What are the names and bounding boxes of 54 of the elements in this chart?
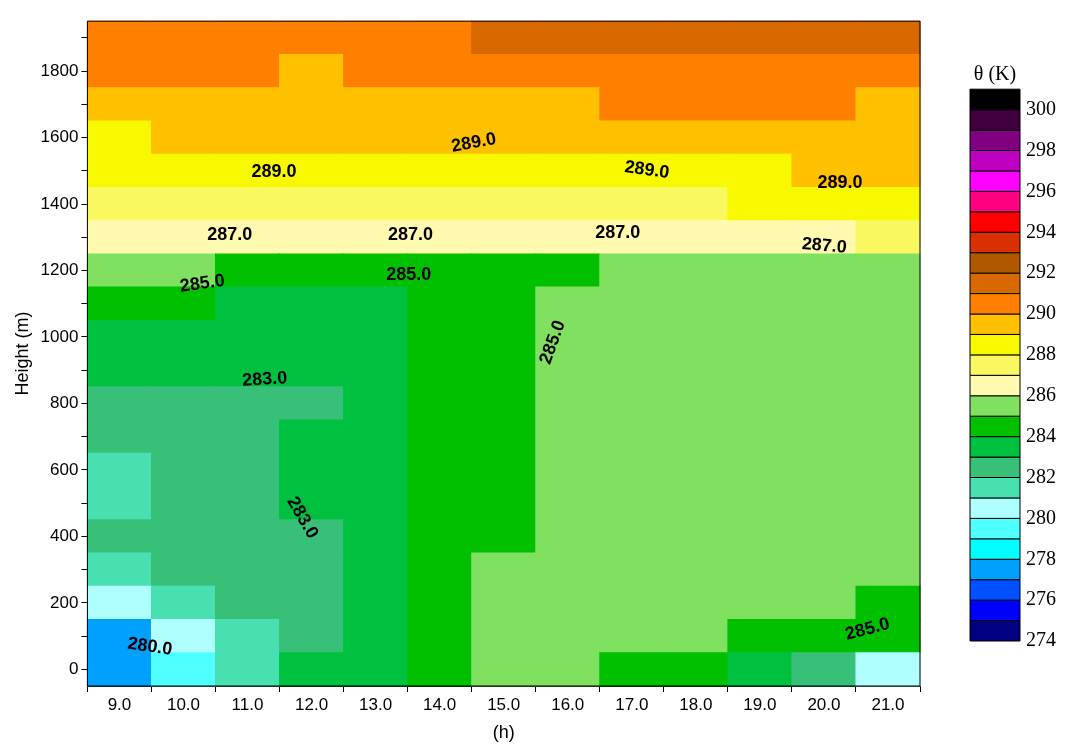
x-tick-label: 18.0: [679, 694, 713, 714]
color-bar-title: θ (K): [973, 62, 1017, 86]
y-tick-label: 200: [50, 592, 79, 612]
y-tick-label: 800: [50, 393, 79, 413]
y-tick-label: 600: [50, 459, 79, 479]
annotation: 287.0: [801, 232, 848, 257]
annotation: 289.0: [623, 156, 671, 183]
color-bar-label: 292: [1026, 260, 1056, 283]
x-tick-label: 21.0: [871, 694, 905, 714]
x-tick-label: 15.0: [487, 694, 521, 714]
y-tick-label: 0: [68, 659, 79, 679]
color-bar-label: 298: [1026, 137, 1056, 160]
color-bar-label: 294: [1026, 219, 1056, 242]
annotation: 280.0: [126, 632, 174, 659]
x-tick-label: 20.0: [807, 694, 841, 714]
x-tick-label: 10.0: [166, 694, 201, 714]
x-tick-label: 13.0: [359, 694, 393, 714]
color-bar-label: 282: [1026, 464, 1056, 487]
annotation: 289.0: [449, 128, 498, 156]
annotation: 285.0: [386, 264, 432, 285]
x-tick-label: 19.0: [743, 694, 777, 714]
annotation: 289.0: [251, 161, 297, 182]
x-tick-label: 12.0: [295, 694, 329, 714]
color-bar-label: 288: [1026, 342, 1056, 365]
annotation: 287.0: [207, 223, 253, 244]
x-tick-label: 11.0: [231, 694, 264, 714]
color-bar-label: 278: [1026, 546, 1056, 569]
annotation: 289.0: [817, 171, 863, 192]
y-tick-label: 1200: [40, 260, 79, 280]
color-bar-label: 296: [1026, 178, 1056, 201]
y-axis-title: Height (m): [11, 311, 32, 396]
y-tick-label: 400: [50, 526, 79, 546]
y-tick-label: 1400: [40, 193, 79, 213]
x-tick-label: 16.0: [551, 694, 585, 714]
annotation: 285.0: [534, 317, 569, 367]
x-tick-label: 14.0: [423, 694, 457, 714]
annotation: 287.0: [595, 222, 641, 243]
color-bar-label: 276: [1026, 587, 1056, 610]
x-axis-title: (h): [492, 722, 515, 743]
y-tick-label: 1800: [40, 60, 79, 80]
y-tick-label: 1600: [40, 127, 79, 147]
color-bar-label: 290: [1026, 301, 1056, 324]
y-tick-label: 1000: [40, 326, 79, 346]
color-bar-label: 300: [1026, 96, 1056, 119]
color-bar-label: 280: [1026, 505, 1056, 528]
x-tick-label: 9.0: [107, 694, 132, 714]
color-bar-label: 274: [1026, 628, 1056, 651]
color-bar-label: 286: [1026, 383, 1056, 406]
annotation: 285.0: [178, 269, 226, 296]
annotation: 287.0: [387, 223, 433, 244]
annotation: 283.0: [241, 367, 288, 390]
x-tick-label: 17.0: [615, 694, 649, 714]
annotation: 285.0: [842, 613, 892, 644]
color-bar-label: 284: [1026, 423, 1056, 446]
